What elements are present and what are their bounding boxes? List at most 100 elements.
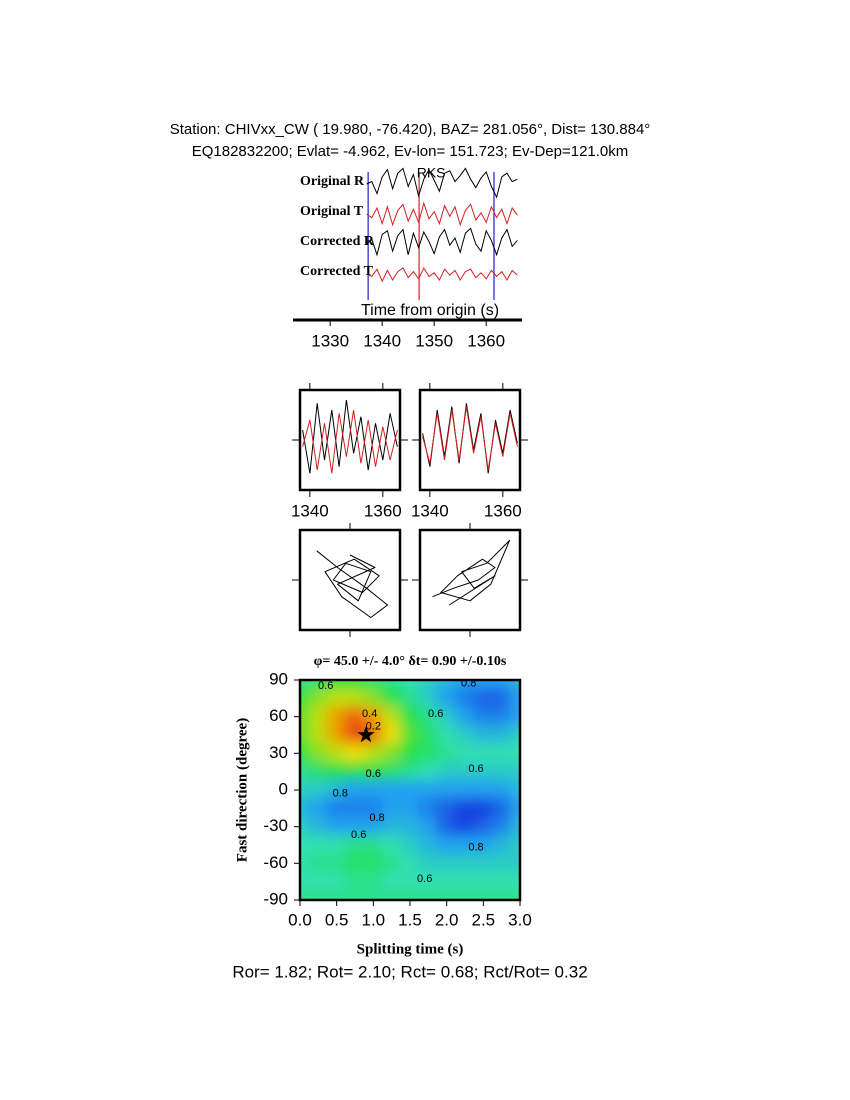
chart-title: φ= 45.0 +/- 4.0° δt= 0.90 +/-0.10s [314, 654, 507, 669]
contour-cell [344, 706, 366, 727]
contour-cell [344, 680, 366, 691]
contour-cell [308, 889, 329, 900]
contour-cell [509, 761, 520, 782]
contour-cell [300, 889, 311, 900]
contour-cell [491, 798, 512, 819]
x-tick-label: 1.5 [398, 910, 422, 929]
contour-cell [363, 779, 384, 801]
contour-cell [399, 680, 421, 691]
contour-cell [308, 680, 329, 691]
contour-cell [326, 688, 347, 709]
y-tick-label: 60 [269, 706, 288, 725]
trace-label: Original T [300, 204, 364, 219]
contour-cell [381, 706, 402, 727]
contour-cell [363, 871, 384, 892]
contour-cell [300, 816, 311, 837]
contour-cell [454, 889, 476, 900]
y-tick-label: 0 [279, 779, 288, 798]
contour-cell [363, 743, 384, 764]
contour-cell [363, 688, 384, 709]
contour-cell [491, 779, 512, 801]
contour-cell [326, 853, 347, 874]
contour-cell [454, 761, 476, 782]
contour-cell [473, 761, 494, 782]
contour-label: 0.6 [468, 763, 483, 775]
contour-label: 0.2 [366, 720, 381, 732]
x-tick-label: 0.5 [325, 910, 349, 929]
contour-cell [418, 816, 439, 837]
contour-cell [381, 816, 402, 837]
contour-cell [308, 816, 329, 837]
contour-cell [300, 743, 311, 764]
contour-cell [454, 871, 476, 892]
x-tick-label: 1360 [364, 501, 402, 520]
contour-cell [491, 688, 512, 709]
contour-cell [418, 889, 439, 900]
header-line: EQ182832200; Evlat= -4.962, Ev-lon= 151.… [192, 143, 629, 160]
phase-label: RKS [417, 165, 446, 181]
contour-cell [509, 889, 520, 900]
contour-cell [491, 743, 512, 764]
x-tick-label: 1360 [467, 331, 505, 350]
contour-cell [300, 706, 311, 727]
x-tick-label: 1340 [411, 501, 449, 520]
contour-cell [344, 889, 366, 900]
contour-cell [363, 889, 384, 900]
contour-cell [308, 798, 329, 819]
contour-cell [300, 724, 311, 746]
contour-cell [509, 816, 520, 837]
trace-label: Corrected T [300, 264, 374, 279]
contour-cell [399, 834, 421, 856]
contour-cell [381, 688, 402, 709]
contour-cells [300, 680, 520, 900]
contour-cell [399, 853, 421, 874]
frame [298, 528, 402, 632]
contour-label: 0.8 [369, 812, 384, 824]
contour-cell [300, 798, 311, 819]
contour-cell [436, 779, 457, 801]
contour-cell [326, 761, 347, 782]
contour-cell [399, 816, 421, 837]
contour-cell [381, 798, 402, 819]
contour-cell [436, 853, 457, 874]
x-tick-label: 1340 [291, 501, 329, 520]
contour-cell [491, 816, 512, 837]
x-tick-label: 1.0 [362, 910, 386, 929]
contour-cell [308, 688, 329, 709]
contour-field [300, 680, 520, 900]
x-axis-label: Splitting time (s) [357, 941, 464, 957]
contour-cell [399, 724, 421, 746]
contour-cell [344, 853, 366, 874]
contour-cell [418, 743, 439, 764]
contour-cell [509, 779, 520, 801]
x-tick-label: 2.0 [435, 910, 459, 929]
contour-cell [300, 761, 311, 782]
contour-cell [381, 779, 402, 801]
contour-cell [454, 743, 476, 764]
contour-cell [473, 680, 494, 691]
contour-cell [473, 688, 494, 709]
contour-cell [418, 761, 439, 782]
contour-cell [473, 816, 494, 837]
particle-motion [432, 539, 511, 606]
contour-cell [473, 706, 494, 727]
x-tick-label: 1340 [363, 331, 401, 350]
contour-label: 0.4 [362, 708, 377, 720]
y-tick-label: -30 [263, 816, 288, 835]
contour-cell [326, 706, 347, 727]
contour-cell [399, 688, 421, 709]
contour-cell [454, 816, 476, 837]
contour-cell [344, 724, 366, 746]
contour-cell [326, 779, 347, 801]
contour-cell [509, 743, 520, 764]
contour-cell [454, 706, 476, 727]
contour-cell [473, 724, 494, 746]
contour-cell [436, 889, 457, 900]
x-tick-label: 1350 [415, 331, 453, 350]
contour-cell [363, 834, 384, 856]
y-tick-label: 30 [269, 743, 288, 762]
x-tick-label: 0.0 [288, 910, 312, 929]
contour-cell [308, 724, 329, 746]
contour-cell [308, 743, 329, 764]
